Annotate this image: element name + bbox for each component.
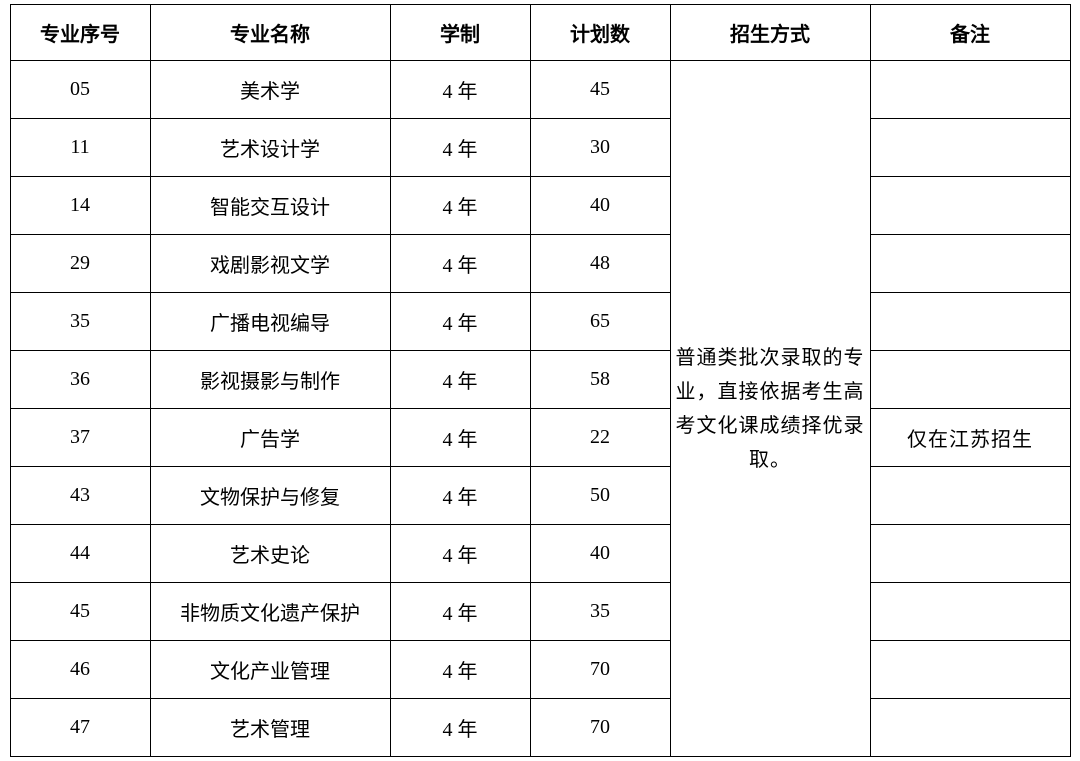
cell-duration: 4 年 — [390, 409, 530, 467]
cell-duration: 4 年 — [390, 293, 530, 351]
cell-name: 艺术设计学 — [150, 119, 390, 177]
cell-name: 广告学 — [150, 409, 390, 467]
header-remark: 备注 — [870, 5, 1070, 61]
cell-duration: 4 年 — [390, 583, 530, 641]
cell-seq: 37 — [10, 409, 150, 467]
cell-seq: 11 — [10, 119, 150, 177]
cell-duration: 4 年 — [390, 525, 530, 583]
header-seq: 专业序号 — [10, 5, 150, 61]
cell-plan: 35 — [530, 583, 670, 641]
cell-duration: 4 年 — [390, 699, 530, 757]
table-row: 45 非物质文化遗产保护 4 年 35 — [10, 583, 1070, 641]
admissions-table: 专业序号 专业名称 学制 计划数 招生方式 备注 05 美术学 4 年 45 普… — [10, 4, 1071, 757]
table-row: 14 智能交互设计 4 年 40 — [10, 177, 1070, 235]
cell-seq: 47 — [10, 699, 150, 757]
table-row: 36 影视摄影与制作 4 年 58 — [10, 351, 1070, 409]
cell-seq: 35 — [10, 293, 150, 351]
cell-name: 艺术管理 — [150, 699, 390, 757]
cell-remark — [870, 293, 1070, 351]
cell-duration: 4 年 — [390, 235, 530, 293]
cell-plan: 65 — [530, 293, 670, 351]
cell-plan: 50 — [530, 467, 670, 525]
cell-name: 非物质文化遗产保护 — [150, 583, 390, 641]
cell-duration: 4 年 — [390, 177, 530, 235]
cell-plan: 45 — [530, 61, 670, 119]
table-row: 43 文物保护与修复 4 年 50 — [10, 467, 1070, 525]
header-plan: 计划数 — [530, 5, 670, 61]
cell-plan: 58 — [530, 351, 670, 409]
cell-name: 广播电视编导 — [150, 293, 390, 351]
cell-plan: 22 — [530, 409, 670, 467]
cell-plan: 70 — [530, 641, 670, 699]
cell-remark — [870, 177, 1070, 235]
cell-name: 美术学 — [150, 61, 390, 119]
cell-duration: 4 年 — [390, 467, 530, 525]
cell-remark: 仅在江苏招生 — [870, 409, 1070, 467]
cell-seq: 43 — [10, 467, 150, 525]
header-duration: 学制 — [390, 5, 530, 61]
cell-seq: 14 — [10, 177, 150, 235]
cell-remark — [870, 699, 1070, 757]
cell-name: 影视摄影与制作 — [150, 351, 390, 409]
cell-name: 戏剧影视文学 — [150, 235, 390, 293]
table-row: 05 美术学 4 年 45 普通类批次录取的专业，直接依据考生高考文化课成绩择优… — [10, 61, 1070, 119]
cell-remark — [870, 351, 1070, 409]
cell-seq: 36 — [10, 351, 150, 409]
cell-name: 智能交互设计 — [150, 177, 390, 235]
table-row: 29 戏剧影视文学 4 年 48 — [10, 235, 1070, 293]
header-method: 招生方式 — [670, 5, 870, 61]
cell-duration: 4 年 — [390, 641, 530, 699]
cell-name: 艺术史论 — [150, 525, 390, 583]
cell-seq: 29 — [10, 235, 150, 293]
cell-duration: 4 年 — [390, 351, 530, 409]
cell-method-merged: 普通类批次录取的专业，直接依据考生高考文化课成绩择优录取。 — [670, 61, 870, 757]
table-row: 47 艺术管理 4 年 70 — [10, 699, 1070, 757]
table-row: 46 文化产业管理 4 年 70 — [10, 641, 1070, 699]
cell-remark — [870, 467, 1070, 525]
cell-remark — [870, 525, 1070, 583]
table-row: 11 艺术设计学 4 年 30 — [10, 119, 1070, 177]
cell-remark — [870, 235, 1070, 293]
cell-duration: 4 年 — [390, 119, 530, 177]
cell-name: 文物保护与修复 — [150, 467, 390, 525]
cell-plan: 40 — [530, 525, 670, 583]
cell-plan: 70 — [530, 699, 670, 757]
cell-remark — [870, 583, 1070, 641]
cell-duration: 4 年 — [390, 61, 530, 119]
cell-seq: 46 — [10, 641, 150, 699]
cell-plan: 40 — [530, 177, 670, 235]
cell-seq: 44 — [10, 525, 150, 583]
cell-remark — [870, 641, 1070, 699]
cell-name: 文化产业管理 — [150, 641, 390, 699]
cell-plan: 30 — [530, 119, 670, 177]
cell-plan: 48 — [530, 235, 670, 293]
table-row: 35 广播电视编导 4 年 65 — [10, 293, 1070, 351]
cell-seq: 45 — [10, 583, 150, 641]
table-row: 44 艺术史论 4 年 40 — [10, 525, 1070, 583]
table-row: 37 广告学 4 年 22 仅在江苏招生 — [10, 409, 1070, 467]
cell-remark — [870, 61, 1070, 119]
header-name: 专业名称 — [150, 5, 390, 61]
header-row: 专业序号 专业名称 学制 计划数 招生方式 备注 — [10, 5, 1070, 61]
cell-seq: 05 — [10, 61, 150, 119]
cell-remark — [870, 119, 1070, 177]
